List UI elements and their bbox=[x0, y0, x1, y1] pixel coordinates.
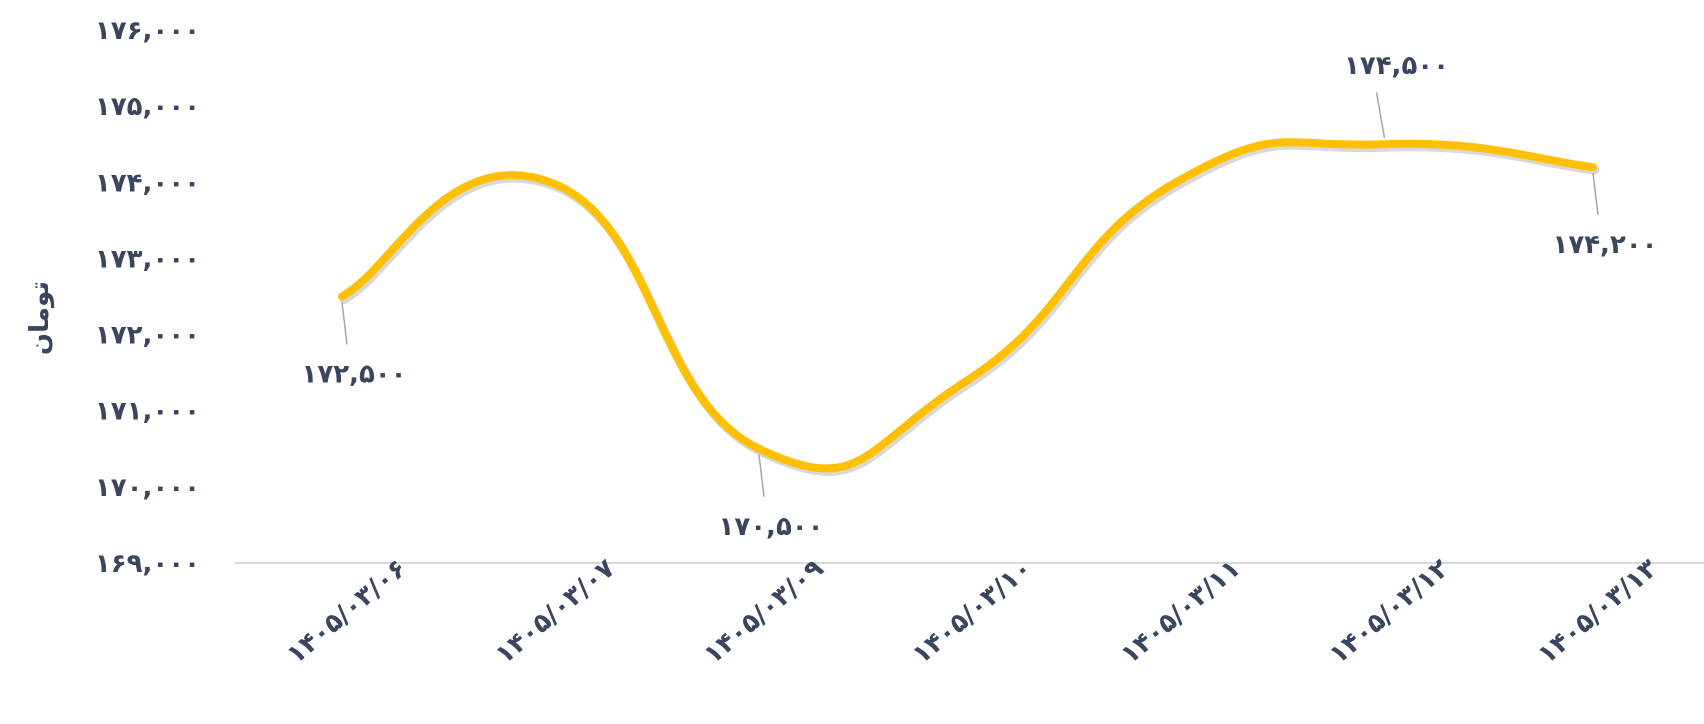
y-tick-label: ۱۷۶,۰۰۰ bbox=[95, 16, 200, 46]
x-tick-label: ۱۴۰۵/۰۳/۰۷ bbox=[490, 553, 621, 670]
x-tick-label: ۱۴۰۵/۰۳/۱۰ bbox=[907, 553, 1038, 670]
data-label: ۱۷۴,۵۰۰ bbox=[1344, 51, 1449, 81]
x-tick-label: ۱۴۰۵/۰۳/۰۶ bbox=[281, 553, 412, 670]
x-tick-label: ۱۴۰۵/۰۳/۱۱ bbox=[1115, 553, 1246, 670]
x-tick-label: ۱۴۰۵/۰۳/۱۳ bbox=[1532, 553, 1663, 670]
data-label-leader bbox=[758, 454, 765, 497]
series-line-shadow bbox=[339, 140, 1600, 477]
data-label-leader bbox=[341, 302, 348, 345]
x-tick-label: ۱۴۰۵/۰۳/۰۹ bbox=[698, 553, 829, 670]
data-label: ۱۷۲,۵۰۰ bbox=[301, 360, 406, 390]
y-tick-label: ۱۷۲,۰۰۰ bbox=[95, 321, 200, 351]
y-axis-label: تومان bbox=[25, 281, 55, 355]
data-label-leader bbox=[1592, 172, 1599, 216]
data-label-leader bbox=[1375, 92, 1386, 139]
y-tick-label: ۱۷۴,۰۰۰ bbox=[95, 168, 200, 198]
y-tick-label: ۱۷۰,۰۰۰ bbox=[95, 473, 200, 503]
x-tick-label: ۱۴۰۵/۰۳/۱۲ bbox=[1324, 553, 1455, 670]
y-tick-label: ۱۷۳,۰۰۰ bbox=[95, 244, 200, 274]
data-label: ۱۷۰,۵۰۰ bbox=[718, 512, 823, 542]
y-tick-label: ۱۷۵,۰۰۰ bbox=[95, 92, 200, 122]
y-tick-label: ۱۶۹,۰۰۰ bbox=[95, 549, 200, 579]
series-line bbox=[338, 138, 1597, 473]
data-label: ۱۷۴,۲۰۰ bbox=[1552, 230, 1657, 260]
y-tick-label: ۱۷۱,۰۰۰ bbox=[95, 397, 200, 427]
